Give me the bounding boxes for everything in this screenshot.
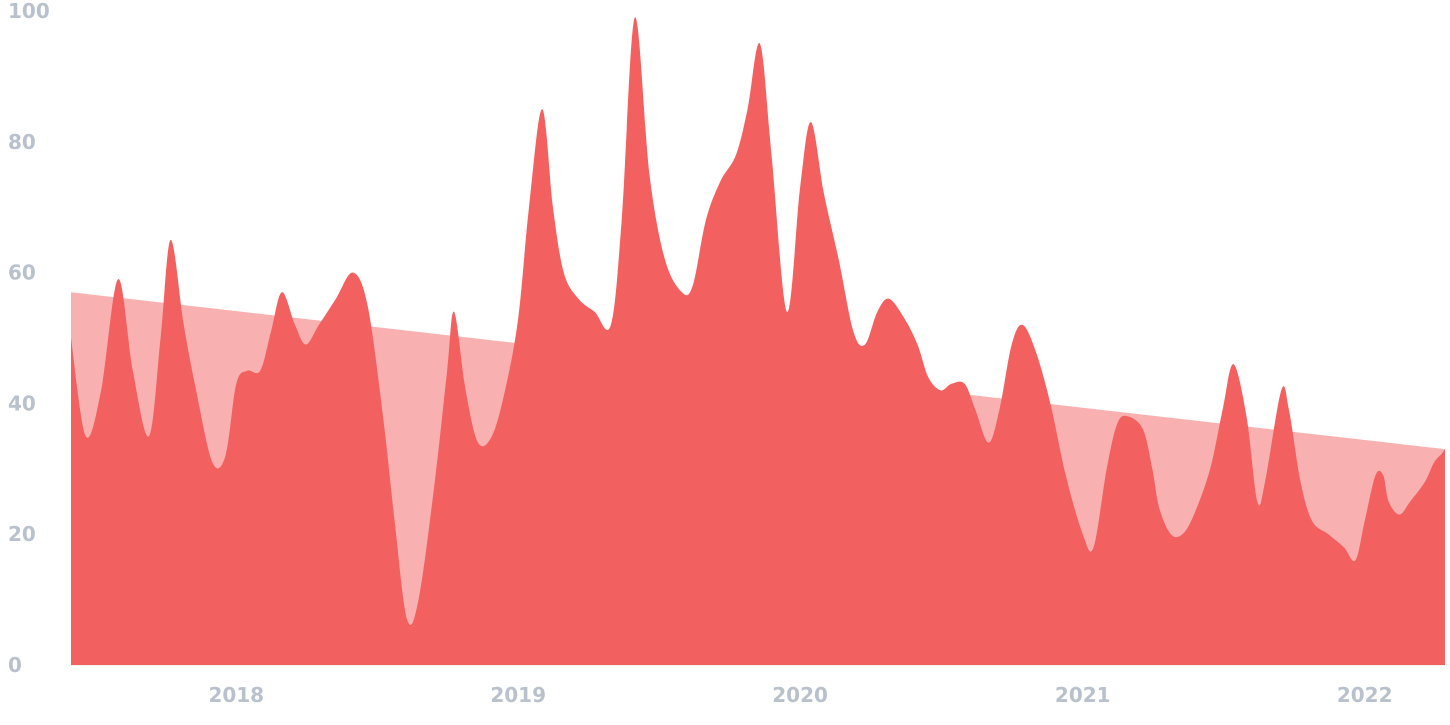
y-tick-label: 60 (8, 261, 36, 285)
y-axis-ticks: 0 20 40 60 80 100 (8, 0, 50, 677)
area-layer (71, 17, 1445, 665)
y-tick-label: 40 (8, 391, 36, 415)
y-tick-label: 20 (8, 522, 36, 546)
y-tick-label: 0 (8, 653, 22, 677)
x-axis-ticks: 2018 2019 2020 2021 2022 (208, 683, 1392, 707)
main-area-series (71, 17, 1445, 665)
y-tick-label: 100 (8, 0, 50, 23)
x-tick-label: 2019 (490, 683, 546, 707)
y-tick-label: 80 (8, 130, 36, 154)
x-tick-label: 2021 (1055, 683, 1111, 707)
x-tick-label: 2020 (772, 683, 828, 707)
x-tick-label: 2018 (208, 683, 264, 707)
x-tick-label: 2022 (1337, 683, 1393, 707)
